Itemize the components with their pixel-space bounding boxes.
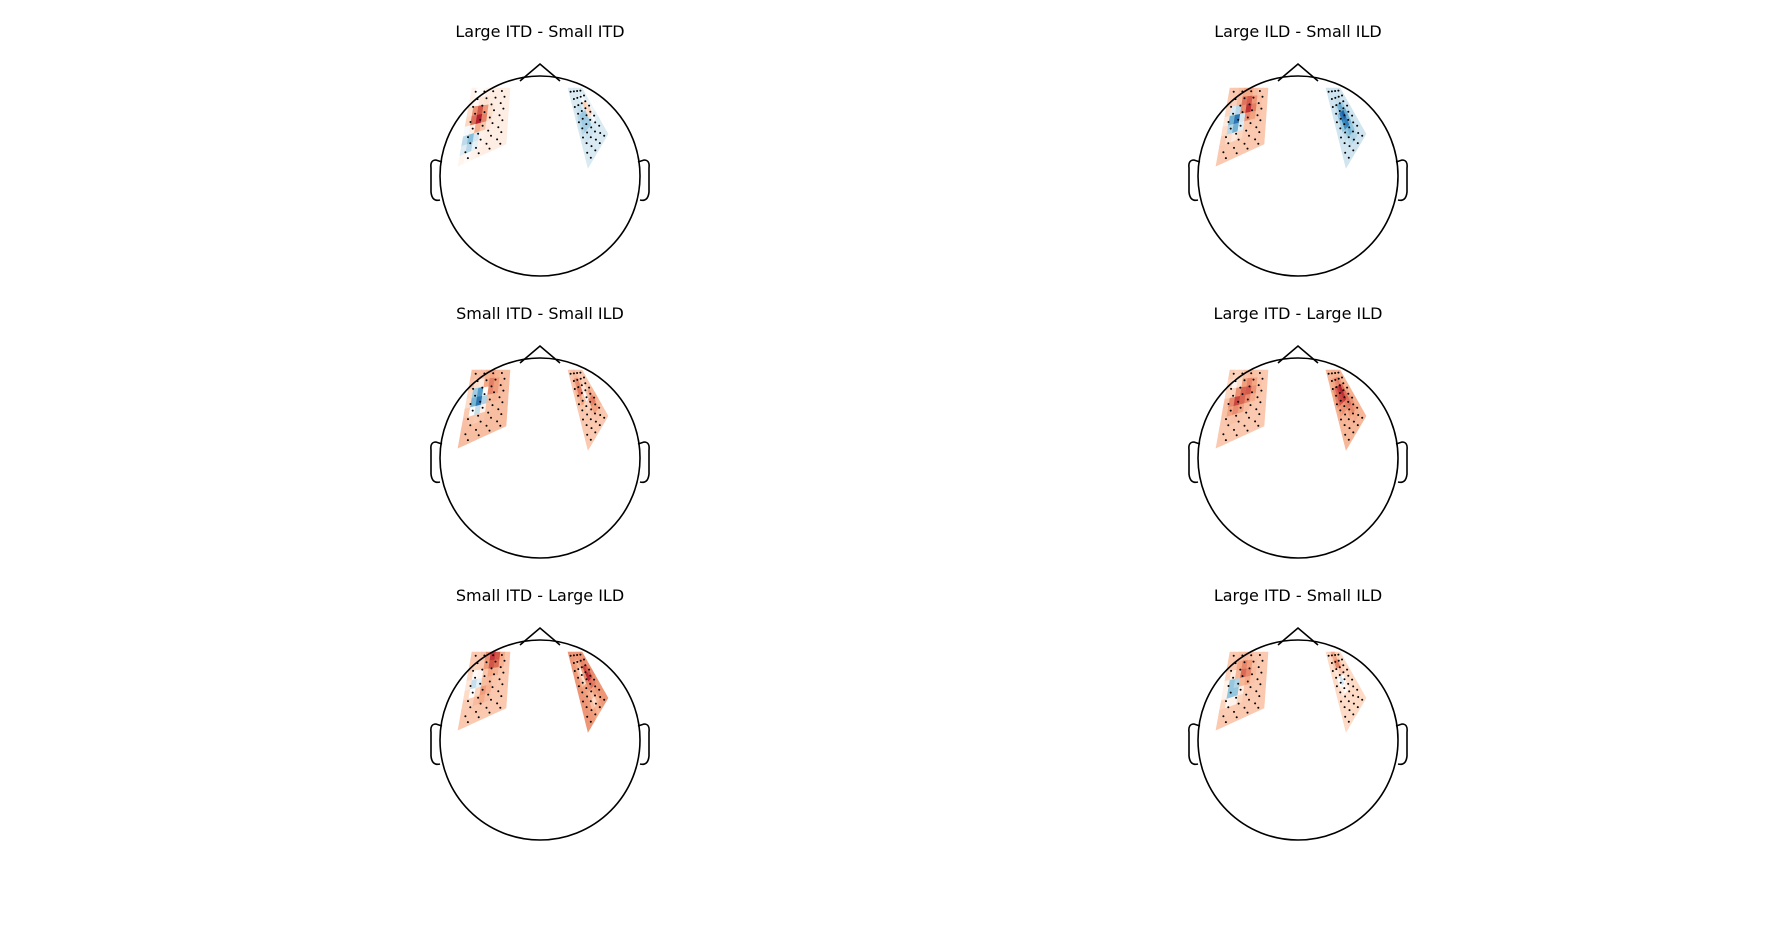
right-sensor-dots	[1327, 89, 1364, 159]
head-topomap	[1188, 62, 1408, 277]
right-sensor-dots	[569, 371, 606, 441]
head-topomap	[1188, 626, 1408, 841]
topomap-panel-3: Small ITD - Small ILD	[410, 304, 670, 564]
head-topomap	[1188, 344, 1408, 559]
left-sensor-dots	[464, 90, 506, 160]
panel-title: Small ITD - Large ILD	[455, 586, 625, 605]
left-sensor-patch	[457, 651, 511, 731]
panel-title: Large ITD - Small ITD	[455, 22, 625, 41]
topomap-panel-4: Large ITD - Large ILD	[1168, 304, 1428, 564]
left-sensor-patch	[1215, 651, 1269, 731]
panel-title: Large ITD - Small ILD	[1213, 586, 1383, 605]
head-topomap	[430, 344, 650, 559]
left-sensor-dots	[1222, 654, 1264, 724]
topomap-panel-1: Large ITD - Small ITD	[410, 22, 670, 282]
head-outline	[430, 344, 650, 559]
right-sensor-patch	[1325, 87, 1367, 169]
head-topomap	[430, 62, 650, 277]
head-outline	[1188, 62, 1408, 277]
left-sensor-patch	[457, 87, 511, 167]
left-sensor-patch	[1215, 369, 1269, 449]
topomap-panel-5: Small ITD - Large ILD	[410, 586, 670, 846]
right-sensor-dots	[1327, 653, 1364, 723]
right-sensor-dots	[569, 89, 606, 159]
panel-title: Large ITD - Large ILD	[1213, 304, 1383, 323]
left-sensor-dots	[1222, 90, 1264, 160]
topomap-panel-2: Large ILD - Small ILD	[1168, 22, 1428, 282]
head-outline	[430, 62, 650, 277]
head-outline	[1188, 344, 1408, 559]
right-sensor-patch	[1325, 369, 1367, 451]
panel-title: Small ITD - Small ILD	[456, 304, 624, 323]
left-sensor-patch	[1215, 87, 1269, 167]
right-sensor-patch	[1325, 651, 1367, 733]
right-sensor-patch	[567, 87, 609, 169]
head-outline	[1188, 626, 1408, 841]
right-sensor-patch	[567, 369, 609, 451]
right-sensor-dots	[1327, 371, 1364, 441]
left-sensor-patch	[457, 369, 511, 449]
head-topomap	[430, 626, 650, 841]
left-sensor-dots	[1222, 372, 1264, 442]
head-outline	[430, 626, 650, 841]
right-sensor-patch	[567, 651, 609, 733]
left-sensor-dots	[464, 372, 506, 442]
topomap-panel-6: Large ITD - Small ILD	[1168, 586, 1428, 846]
right-sensor-dots	[569, 653, 606, 723]
left-sensor-dots	[464, 654, 506, 724]
panel-title: Large ILD - Small ILD	[1214, 22, 1382, 41]
